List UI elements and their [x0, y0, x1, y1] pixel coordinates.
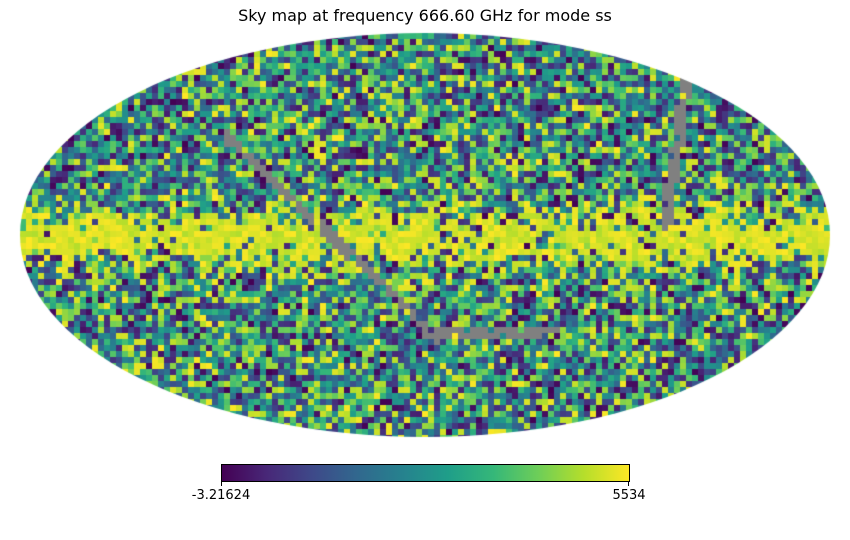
colorbar-tick-max — [628, 481, 629, 486]
sky-map-mollweide — [0, 30, 850, 450]
colorbar-min-label: -3.21624 — [191, 488, 251, 503]
chart-title: Sky map at frequency 666.60 GHz for mode… — [238, 6, 612, 25]
colorbar — [221, 464, 630, 482]
colorbar-max-label: 5534 — [612, 488, 646, 503]
colorbar-tick-min — [221, 481, 222, 486]
